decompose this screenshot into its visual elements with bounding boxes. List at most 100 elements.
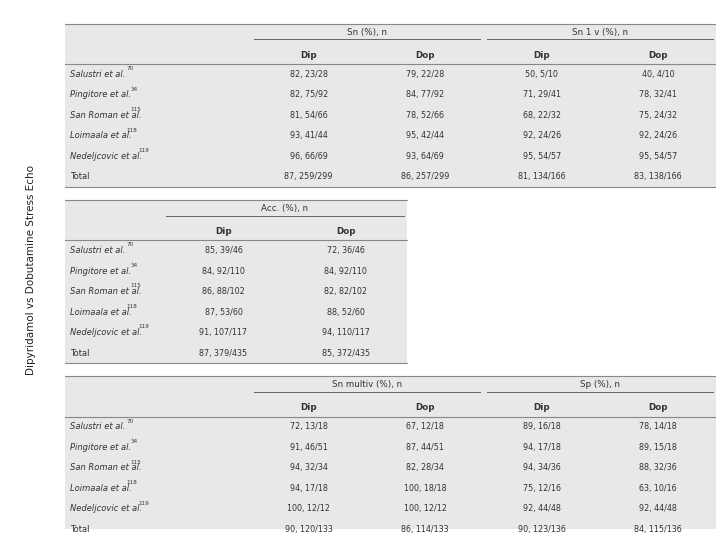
Text: Dip: Dip: [300, 403, 317, 412]
Text: 85, 39/46: 85, 39/46: [204, 246, 243, 255]
Text: 118: 118: [127, 127, 138, 133]
Text: 95, 54/57: 95, 54/57: [523, 152, 561, 161]
Text: Salustri et al.: Salustri et al.: [70, 246, 125, 255]
Text: 75, 24/32: 75, 24/32: [639, 111, 678, 120]
Text: Nedeljcovic et al.: Nedeljcovic et al.: [70, 504, 142, 514]
Text: Dop: Dop: [649, 51, 668, 59]
Text: Sp (%), n: Sp (%), n: [580, 381, 620, 389]
Text: 63, 10/16: 63, 10/16: [639, 484, 677, 493]
Text: 95, 54/57: 95, 54/57: [639, 152, 678, 161]
Text: 89, 15/18: 89, 15/18: [639, 443, 677, 452]
Text: 87, 259/299: 87, 259/299: [284, 172, 333, 181]
Text: 86, 88/102: 86, 88/102: [202, 287, 245, 296]
Text: 115: 115: [130, 107, 141, 112]
Text: 67, 12/18: 67, 12/18: [406, 422, 444, 431]
Text: 94, 32/34: 94, 32/34: [290, 463, 328, 472]
Text: 82, 75/92: 82, 75/92: [289, 90, 328, 99]
Text: Sn 1 v (%), n: Sn 1 v (%), n: [572, 28, 628, 37]
Text: Pingitore et al.: Pingitore et al.: [70, 267, 131, 275]
Text: Pingitore et al.: Pingitore et al.: [70, 443, 131, 452]
Text: 96, 66/69: 96, 66/69: [290, 152, 328, 161]
Text: Nedeljcovic et al.: Nedeljcovic et al.: [70, 152, 142, 161]
Text: 40, 4/10: 40, 4/10: [642, 70, 675, 79]
Text: Dop: Dop: [415, 51, 435, 59]
Text: 68, 22/32: 68, 22/32: [523, 111, 561, 120]
Text: 84, 92/110: 84, 92/110: [324, 267, 367, 275]
Text: 90, 120/133: 90, 120/133: [285, 525, 333, 534]
Text: 118: 118: [127, 304, 138, 309]
Bar: [65, 24, 716, 187]
Text: 71, 29/41: 71, 29/41: [523, 90, 561, 99]
Bar: [65, 200, 407, 363]
Text: 78, 32/41: 78, 32/41: [639, 90, 677, 99]
Text: 100, 12/12: 100, 12/12: [287, 504, 330, 514]
Text: 70: 70: [127, 242, 134, 247]
Text: 93, 41/44: 93, 41/44: [290, 131, 328, 140]
Text: Salustri et al.: Salustri et al.: [70, 422, 125, 431]
Text: 84, 77/92: 84, 77/92: [406, 90, 444, 99]
Text: Total: Total: [70, 172, 89, 181]
Text: Loimaala et al.: Loimaala et al.: [70, 308, 132, 316]
Text: 87, 44/51: 87, 44/51: [406, 443, 444, 452]
Text: 81, 54/66: 81, 54/66: [290, 111, 328, 120]
Text: Salustri et al.: Salustri et al.: [70, 70, 125, 79]
Text: Sn multiv (%), n: Sn multiv (%), n: [332, 381, 402, 389]
Text: 72, 36/46: 72, 36/46: [327, 246, 364, 255]
Text: 72, 13/18: 72, 13/18: [290, 422, 328, 431]
Text: 92, 44/48: 92, 44/48: [639, 504, 677, 514]
Text: 79, 22/28: 79, 22/28: [406, 70, 444, 79]
Text: 92, 24/26: 92, 24/26: [639, 131, 678, 140]
Text: Total: Total: [70, 525, 89, 534]
Text: Dip: Dip: [534, 403, 550, 412]
Text: 87, 53/60: 87, 53/60: [204, 308, 243, 316]
Text: San Roman et al.: San Roman et al.: [70, 463, 142, 472]
Text: Sn (%), n: Sn (%), n: [347, 28, 387, 37]
Text: Dipyridamol vs Dobutamine Stress Echo: Dipyridamol vs Dobutamine Stress Echo: [26, 165, 35, 375]
Text: 92, 24/26: 92, 24/26: [523, 131, 561, 140]
Text: 91, 107/117: 91, 107/117: [199, 328, 248, 337]
Text: 88, 52/60: 88, 52/60: [327, 308, 364, 316]
Text: 75, 12/16: 75, 12/16: [523, 484, 561, 493]
Text: 85, 372/435: 85, 372/435: [322, 349, 370, 357]
Text: 119: 119: [138, 325, 149, 329]
Text: 90, 123/136: 90, 123/136: [518, 525, 566, 534]
Text: Total: Total: [70, 349, 89, 357]
Text: 118: 118: [127, 480, 138, 485]
Text: Loimaala et al.: Loimaala et al.: [70, 131, 132, 140]
Text: 86, 114/133: 86, 114/133: [402, 525, 449, 534]
Text: Loimaala et al.: Loimaala et al.: [70, 484, 132, 493]
Text: 115: 115: [130, 460, 141, 464]
Bar: [65, 376, 716, 539]
Text: 94, 34/36: 94, 34/36: [523, 463, 561, 472]
Text: Acc. (%), n: Acc. (%), n: [261, 204, 308, 213]
Text: 34: 34: [130, 87, 138, 92]
Text: 95, 42/44: 95, 42/44: [406, 131, 444, 140]
Text: San Roman et al.: San Roman et al.: [70, 111, 142, 120]
Text: 94, 17/18: 94, 17/18: [290, 484, 328, 493]
Text: San Roman et al.: San Roman et al.: [70, 287, 142, 296]
Text: 81, 134/166: 81, 134/166: [518, 172, 565, 181]
Text: 115: 115: [130, 284, 141, 288]
Text: 78, 14/18: 78, 14/18: [639, 422, 677, 431]
Text: 82, 28/34: 82, 28/34: [406, 463, 444, 472]
Text: 34: 34: [130, 263, 138, 268]
Text: Dop: Dop: [415, 403, 435, 412]
Text: 119: 119: [138, 148, 149, 153]
Text: 70: 70: [127, 418, 134, 424]
Text: 84, 92/110: 84, 92/110: [202, 267, 245, 275]
Text: Dip: Dip: [534, 51, 550, 59]
Text: 91, 46/51: 91, 46/51: [290, 443, 328, 452]
Text: Dip: Dip: [300, 51, 317, 59]
Text: 83, 138/166: 83, 138/166: [634, 172, 682, 181]
Text: Nedeljcovic et al.: Nedeljcovic et al.: [70, 328, 142, 337]
Text: 86, 257/299: 86, 257/299: [401, 172, 449, 181]
Text: Dip: Dip: [215, 227, 232, 236]
Text: 70: 70: [127, 66, 134, 71]
Text: 78, 52/66: 78, 52/66: [406, 111, 444, 120]
Text: 94, 17/18: 94, 17/18: [523, 443, 561, 452]
Text: 93, 64/69: 93, 64/69: [406, 152, 444, 161]
Text: 82, 82/102: 82, 82/102: [324, 287, 367, 296]
Text: Dop: Dop: [336, 227, 356, 236]
Text: 87, 379/435: 87, 379/435: [199, 349, 248, 357]
Text: Pingitore et al.: Pingitore et al.: [70, 90, 131, 99]
